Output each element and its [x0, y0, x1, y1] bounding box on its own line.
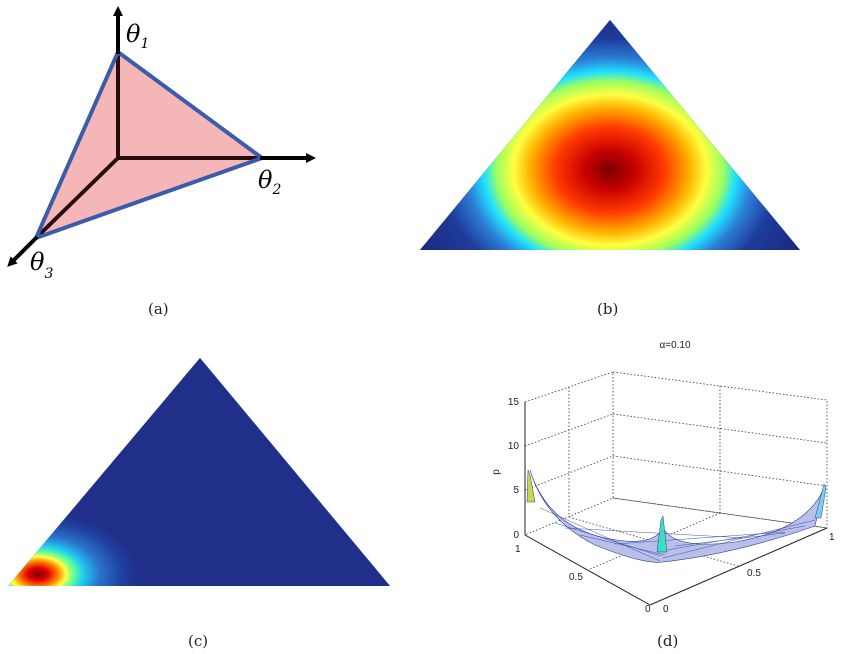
y-tick-1: 1 — [515, 544, 521, 555]
z-axis-label: p — [491, 469, 502, 475]
plot-title: α=0.10 — [659, 340, 691, 351]
density-field-c — [8, 358, 390, 586]
panel-b-density-heatmap — [420, 20, 800, 250]
y-tick-0: 0 — [645, 604, 651, 615]
panel-d-surface-plot: α=0.10 — [491, 340, 835, 615]
panel-a-simplex-diagram: θ1 θ2 θ3 — [7, 6, 316, 282]
spike-right — [814, 483, 827, 519]
axis-theta3-inner — [34, 156, 120, 240]
label-theta3: θ3 — [30, 248, 53, 282]
x-tick-1: 1 — [829, 532, 835, 543]
x-tick-0.5: 0.5 — [747, 568, 761, 579]
x-tick-0: 0 — [663, 604, 669, 615]
caption-c: (c) — [188, 632, 209, 650]
spike-center — [656, 515, 668, 553]
x-axis-line — [649, 527, 828, 606]
y-axis-line — [524, 534, 651, 606]
label-theta1: θ1 — [126, 20, 149, 52]
z-tick-10: 10 — [508, 441, 520, 452]
spike-left — [526, 469, 536, 503]
simplex-edges — [34, 50, 264, 240]
axis-theta3-arrow — [7, 235, 39, 267]
caption-a: (a) — [148, 300, 169, 318]
z-tick-0: 0 — [513, 530, 519, 541]
panel-c-density-heatmap — [8, 358, 390, 586]
surface-mesh — [526, 469, 827, 563]
z-tick-15: 15 — [508, 397, 520, 408]
simplex-face — [36, 52, 262, 238]
z-tick-5: 5 — [513, 485, 519, 496]
label-theta2: θ2 — [258, 166, 281, 198]
density-field-b — [420, 20, 800, 250]
caption-d: (d) — [657, 632, 679, 650]
caption-b: (b) — [597, 300, 619, 318]
y-tick-0.5: 0.5 — [569, 572, 583, 583]
